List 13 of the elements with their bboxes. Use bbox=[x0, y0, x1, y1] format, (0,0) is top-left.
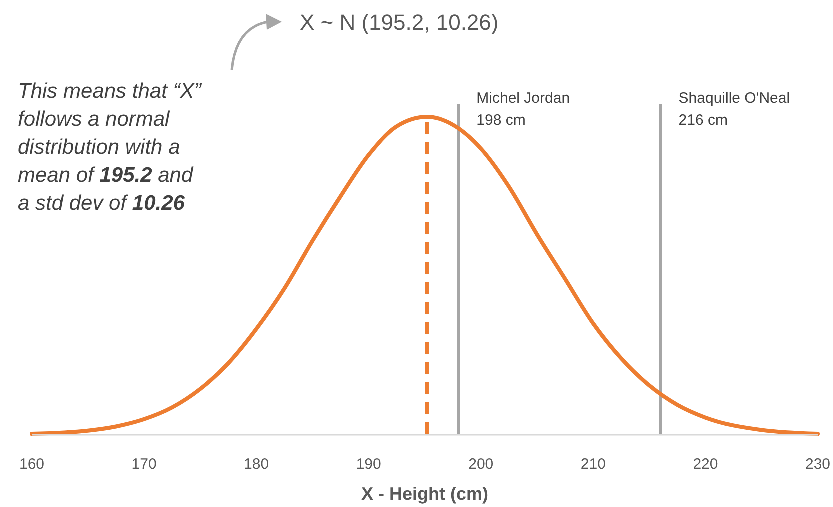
x-tick-label: 200 bbox=[468, 456, 494, 473]
x-tick-label: 190 bbox=[356, 456, 382, 473]
text: This means that “X” follows a normal distribution with a mean of 195.2 and a std dev of 10.26 bbox=[18, 80, 202, 215]
x-tick-label: 220 bbox=[693, 456, 718, 473]
x-tick-label: 210 bbox=[580, 456, 606, 473]
x-tick-label: 180 bbox=[244, 456, 270, 473]
chart-title: X ~ N (195.2, 10.26) bbox=[300, 10, 499, 35]
x-axis-title: X - Height (cm) bbox=[361, 484, 489, 504]
ref-line-label: Michel Jordan 198 cm bbox=[476, 90, 570, 129]
x-tick-label: 170 bbox=[132, 456, 157, 473]
x-tick-label: 160 bbox=[19, 456, 45, 473]
ref-line-label: Shaquille O'Neal 216 cm bbox=[678, 90, 790, 129]
x-tick-label: 230 bbox=[805, 456, 831, 473]
